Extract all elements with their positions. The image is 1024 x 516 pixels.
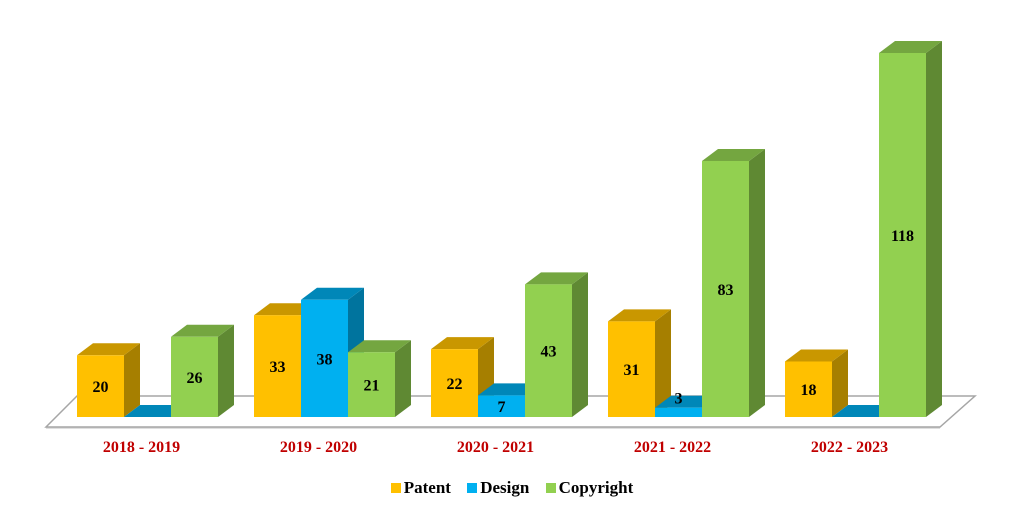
category-label: 2021 - 2022 (634, 439, 711, 456)
legend-label: Design (480, 478, 530, 497)
legend-swatch-patent (390, 483, 401, 493)
data-label: 118 (891, 228, 914, 245)
bar-group: 33 38 21 (254, 287, 411, 417)
bar-patent: 18 (785, 349, 848, 417)
legend-label: Copyright (558, 478, 634, 497)
category-labels: 2018 - 2019 2019 - 2020 2020 - 2021 2021 - … (103, 439, 888, 456)
legend-item-copyright: Copyright (545, 478, 634, 498)
data-label: 22 (447, 376, 463, 393)
category-label: 2018 - 2019 (103, 439, 180, 456)
bar-patent: 22 (431, 337, 494, 417)
legend: Patent Design Copyright (0, 478, 1024, 498)
bar-copyright: 83 (702, 148, 765, 417)
legend-label: Patent (403, 478, 451, 497)
legend-item-patent: Patent (390, 478, 451, 498)
data-label: 43 (541, 344, 557, 361)
category-label: 2020 - 2021 (457, 439, 534, 456)
data-label: 7 (498, 399, 506, 416)
legend-item-design: Design (467, 478, 529, 498)
legend-swatch-copyright (545, 483, 556, 493)
data-label: 20 (93, 379, 109, 396)
bar-group: 22 7 43 (431, 272, 588, 417)
data-label: 38 (317, 351, 333, 368)
category-label: 2022 - 2023 (811, 439, 888, 456)
data-label: 83 (718, 282, 734, 299)
data-label: 21 (364, 378, 380, 395)
data-label: 26 (187, 370, 203, 387)
bar-copyright: 21 (348, 340, 411, 417)
bar-group: 31 3 83 (608, 148, 765, 417)
bar-group: 18 118 (785, 41, 942, 417)
bar-copyright: 118 (879, 41, 942, 417)
bar-patent: 20 (77, 343, 140, 417)
bar-copyright: 43 (525, 272, 588, 417)
data-label: 31 (624, 362, 640, 379)
bar-patent: 31 (608, 309, 671, 417)
data-label: 18 (801, 382, 817, 399)
data-label: 3 (675, 391, 683, 408)
category-label: 2019 - 2020 (280, 439, 357, 456)
legend-swatch-design (467, 483, 478, 493)
bar-copyright: 26 (171, 324, 234, 417)
data-label: 33 (270, 359, 286, 376)
